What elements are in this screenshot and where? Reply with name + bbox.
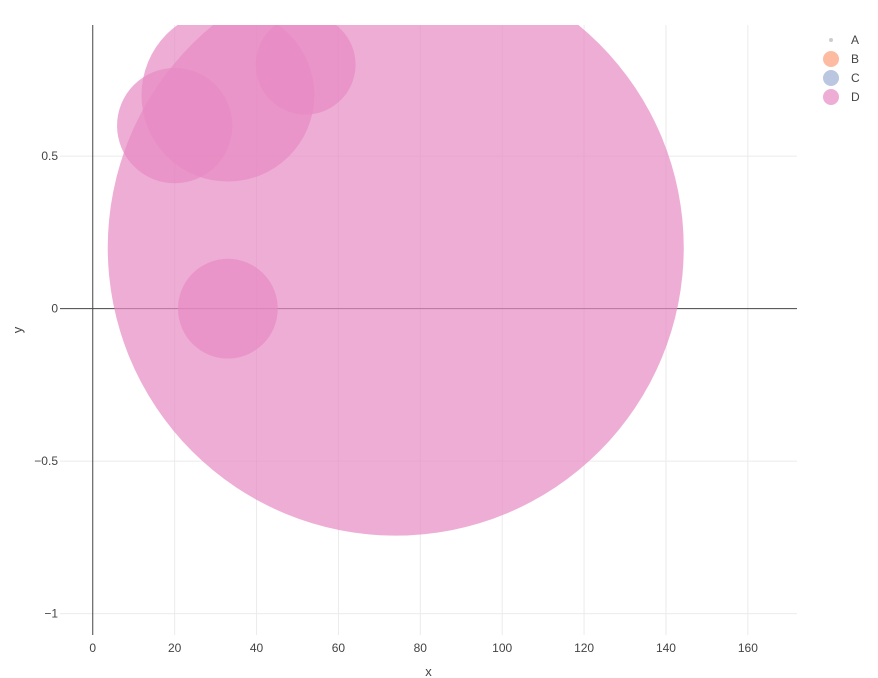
legend-label: C [851, 71, 860, 85]
y-axis-title: y [10, 326, 25, 333]
y-tick-label: 0 [51, 302, 58, 316]
legend-item-C[interactable]: C [823, 70, 860, 86]
legend-marker [829, 38, 833, 42]
x-tick-label: 0 [89, 641, 96, 655]
bubbles [107, 15, 684, 536]
x-axis-title: x [425, 664, 432, 678]
x-tick-label: 60 [332, 641, 346, 655]
legend-item-B[interactable]: B [823, 51, 859, 67]
x-tick-label: 80 [414, 641, 428, 655]
legend-marker [823, 70, 839, 86]
x-tick-label: 120 [574, 641, 594, 655]
y-tick-label: −1 [44, 607, 58, 621]
x-tick-label: 140 [656, 641, 676, 655]
legend-label: B [851, 52, 859, 66]
x-tick-label: 100 [492, 641, 512, 655]
legend-marker [823, 51, 839, 67]
y-tick-labels: −1 −0.5 0 0.5 [34, 149, 58, 621]
x-tick-label: 40 [250, 641, 264, 655]
y-tick-label: −0.5 [34, 454, 58, 468]
x-tick-label: 20 [168, 641, 182, 655]
legend-marker [823, 89, 839, 105]
legend-item-A[interactable]: A [829, 33, 859, 47]
bubble-D[interactable] [255, 15, 356, 115]
x-tick-label: 160 [738, 641, 758, 655]
bubble-D[interactable] [117, 68, 233, 184]
x-tick-labels: 0 20 40 60 80 100 120 140 160 [89, 641, 758, 655]
legend-label: D [851, 90, 860, 104]
legend-label: A [851, 33, 859, 47]
legend-item-D[interactable]: D [823, 89, 860, 105]
y-tick-label: 0.5 [41, 149, 58, 163]
bubble-D[interactable] [177, 258, 278, 359]
